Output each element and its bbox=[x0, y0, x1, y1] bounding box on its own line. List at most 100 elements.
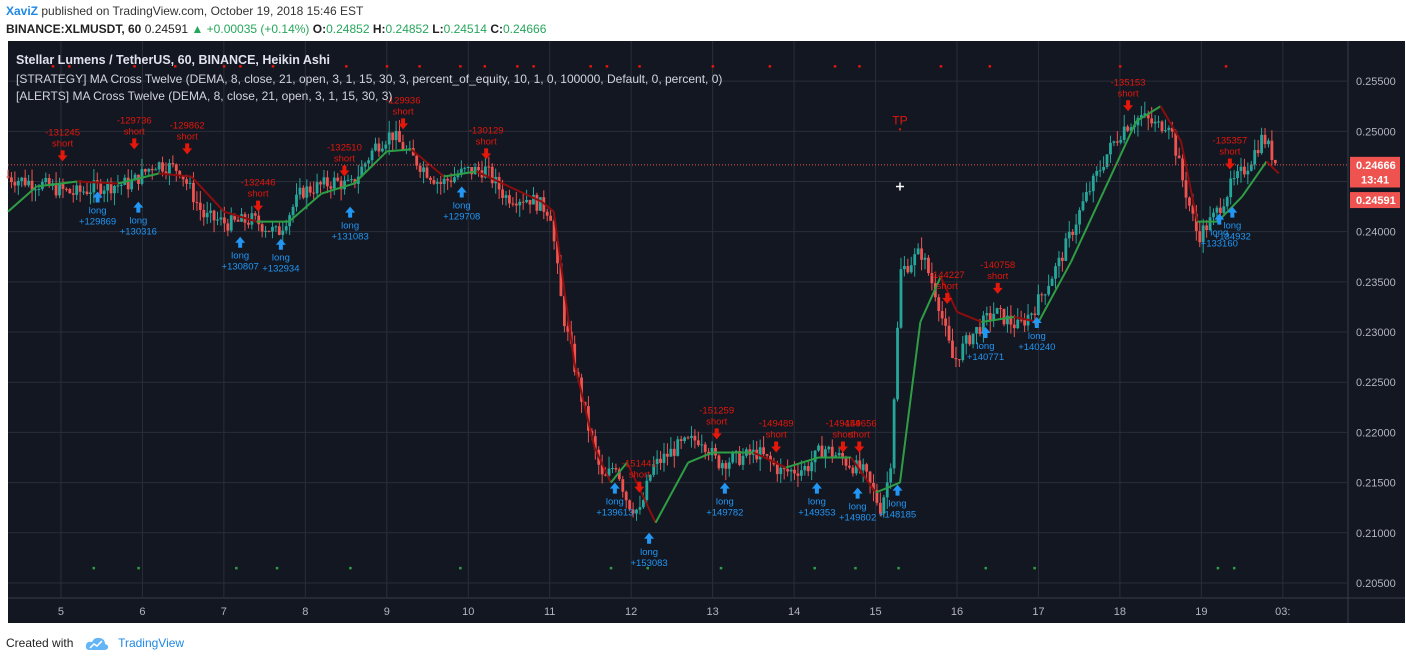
candle-body bbox=[418, 165, 422, 172]
candle-body bbox=[301, 187, 305, 198]
candle-body bbox=[638, 507, 642, 510]
candle-body bbox=[281, 230, 285, 235]
candle-body bbox=[150, 168, 154, 171]
candle-body bbox=[384, 144, 388, 149]
ma-segment bbox=[1102, 120, 1138, 192]
candle-body bbox=[380, 148, 384, 152]
candle-body bbox=[1126, 126, 1130, 131]
price-chart[interactable]: 0.255000.250000.245000.240000.235000.230… bbox=[0, 40, 1406, 623]
signal-dot-top bbox=[483, 65, 487, 68]
candle-body bbox=[1067, 231, 1071, 239]
signal-dot-top bbox=[605, 65, 609, 68]
candle-body bbox=[116, 185, 120, 187]
candle-body bbox=[319, 182, 322, 185]
short-signal-label: short bbox=[177, 131, 198, 142]
candle-body bbox=[422, 167, 425, 172]
candle-body bbox=[61, 183, 65, 189]
candle-body bbox=[868, 471, 872, 483]
candle-body bbox=[10, 177, 13, 183]
candle-body bbox=[64, 188, 68, 190]
candle-body bbox=[628, 500, 632, 510]
candle-body bbox=[164, 171, 168, 174]
long-signal-label: long bbox=[272, 253, 290, 264]
long-arrow-icon bbox=[811, 482, 822, 494]
candle-body bbox=[738, 451, 741, 465]
candle-body bbox=[940, 311, 944, 319]
signal-dot-bottom bbox=[1033, 566, 1036, 570]
short-arrow-icon bbox=[942, 292, 953, 304]
candle-body bbox=[439, 182, 443, 184]
candle-body bbox=[188, 182, 192, 184]
candle-body bbox=[336, 177, 340, 181]
candle-body bbox=[1078, 210, 1081, 225]
ma-segment bbox=[898, 321, 922, 483]
candle-body bbox=[824, 449, 827, 457]
long-arrow-icon bbox=[1031, 316, 1042, 328]
candle-body bbox=[951, 340, 954, 359]
price-axis-label-bg bbox=[1350, 192, 1400, 209]
candle-body bbox=[889, 468, 893, 483]
short-signal-label: short bbox=[629, 470, 650, 481]
long-signal-label: long bbox=[341, 221, 359, 232]
candle-body bbox=[1164, 130, 1167, 132]
y-tick-label: 0.22500 bbox=[1356, 377, 1396, 389]
candle-body bbox=[662, 453, 666, 463]
signal-dot-top bbox=[133, 65, 136, 68]
candle-body bbox=[229, 215, 233, 231]
candle-body bbox=[717, 455, 721, 469]
long-signal-label: long bbox=[1028, 331, 1046, 342]
candle-body bbox=[1057, 257, 1061, 267]
candle-body bbox=[233, 215, 237, 220]
candle-body bbox=[906, 266, 910, 273]
candle-body bbox=[775, 464, 779, 475]
strategy-legend[interactable]: [STRATEGY] MA Cross Twelve (DEMA, 8, clo… bbox=[16, 72, 723, 86]
tradingview-link[interactable]: TradingView bbox=[118, 636, 185, 650]
candle-body bbox=[858, 460, 862, 471]
candle-body bbox=[1222, 206, 1226, 214]
candle-body bbox=[34, 189, 37, 191]
candle-body bbox=[1098, 170, 1102, 172]
long-signal-id: +129869 bbox=[79, 217, 116, 228]
candle-body bbox=[528, 199, 532, 205]
candle-body bbox=[326, 177, 329, 187]
long-signal-label: long bbox=[453, 201, 471, 212]
short-arrow-icon bbox=[253, 200, 264, 212]
high-label: H: bbox=[372, 22, 386, 36]
y-tick-label: 0.20500 bbox=[1356, 578, 1396, 590]
candle-body bbox=[1074, 224, 1078, 235]
candle-body bbox=[391, 132, 395, 141]
candle-body bbox=[957, 359, 961, 361]
candle-body bbox=[68, 189, 72, 194]
ma-segment bbox=[36, 180, 78, 188]
long-signal-id: +149782 bbox=[706, 508, 743, 519]
candle-body bbox=[927, 257, 930, 274]
y-tick-label: 0.23000 bbox=[1356, 327, 1396, 339]
candle-body bbox=[1036, 294, 1040, 315]
footer: Created with TradingView bbox=[6, 636, 184, 651]
change-up-icon: ▲ bbox=[191, 22, 204, 36]
candle-body bbox=[604, 474, 608, 476]
short-arrow-icon bbox=[1224, 158, 1235, 170]
candle-body bbox=[720, 463, 724, 469]
candle-body bbox=[1174, 131, 1178, 156]
long-signal-id: +133160 bbox=[1201, 239, 1238, 250]
candle-body bbox=[37, 189, 41, 191]
author-name[interactable]: XaviZ bbox=[6, 4, 39, 18]
candle-body bbox=[470, 167, 474, 175]
alerts-legend[interactable]: [ALERTS] MA Cross Twelve (DEMA, 8, close… bbox=[16, 89, 393, 103]
ma-segment bbox=[1037, 261, 1072, 323]
candle-body bbox=[181, 176, 185, 180]
candle-body bbox=[549, 215, 553, 221]
short-arrow-icon bbox=[481, 148, 492, 160]
close-value: 0.24666 bbox=[502, 22, 547, 36]
long-signal-label: long bbox=[129, 216, 147, 227]
ma-segment bbox=[752, 451, 787, 469]
x-tick-label: 18 bbox=[1114, 606, 1126, 618]
candle-body bbox=[1016, 319, 1020, 329]
signal-dot-top bbox=[385, 65, 389, 68]
candle-body bbox=[1050, 278, 1054, 286]
signal-dot-bottom bbox=[719, 566, 723, 570]
long-signal-label: long bbox=[231, 251, 249, 262]
candle-body bbox=[514, 203, 518, 206]
candle-body bbox=[446, 178, 450, 181]
